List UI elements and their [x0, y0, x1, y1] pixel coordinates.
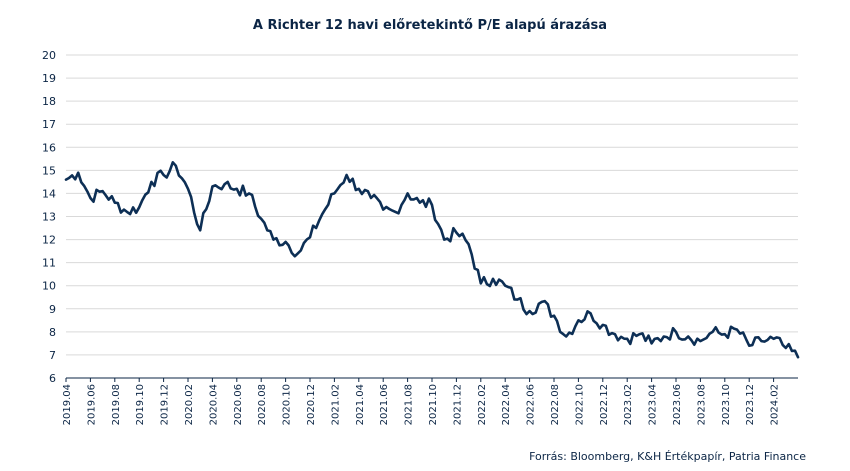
x-tick-label: 2021.02	[330, 384, 341, 425]
x-tick-label: 2019.04	[62, 384, 73, 425]
x-tick-label: 2022.10	[574, 384, 585, 425]
x-tick-label: 2023.10	[721, 384, 732, 425]
gridlines	[66, 54, 798, 356]
x-tick-label: 2020.02	[184, 384, 195, 425]
x-tick-label: 2021.04	[355, 384, 366, 425]
x-tick-label: 2021.06	[379, 384, 390, 425]
x-tick-label: 2020.06	[233, 384, 244, 425]
y-tick-label: 12	[42, 234, 56, 247]
x-tick-label: 2023.06	[672, 384, 683, 425]
source-note: Forrás: Bloomberg, K&H Értékpapír, Patri…	[529, 450, 806, 463]
x-tick-label: 2022.08	[550, 384, 561, 425]
x-tick-label: 2024.02	[770, 384, 781, 425]
y-tick-label: 19	[42, 72, 56, 85]
y-tick-label: 9	[49, 303, 56, 316]
y-tick-label: 18	[42, 95, 56, 108]
y-tick-label: 6	[49, 372, 56, 385]
y-tick-label: 13	[42, 211, 56, 224]
x-tick-label: 2023.08	[696, 384, 707, 425]
x-tick-label: 2019.12	[160, 384, 171, 425]
series-line	[64, 161, 800, 359]
x-tick-label: 2020.10	[282, 384, 293, 425]
y-tick-label: 15	[42, 164, 56, 177]
y-tick-label: 10	[42, 280, 56, 293]
x-tick-label: 2021.08	[404, 384, 415, 425]
y-tick-label: 14	[42, 187, 56, 200]
x-tick-label: 2020.04	[208, 384, 219, 425]
x-tick-label: 2023.02	[623, 384, 634, 425]
y-tick-label: 16	[42, 141, 56, 154]
x-tick-label: 2019.06	[86, 384, 97, 425]
x-tick-label: 2020.12	[306, 384, 317, 425]
y-axis: 6 7 8 9 10 11 12 13 14 15 16 17 18 19 20	[42, 49, 798, 385]
y-tick-label: 11	[42, 257, 56, 270]
x-tick-label: 2023.04	[648, 384, 659, 425]
x-tick-label: 2022.06	[526, 384, 537, 425]
plot-area	[64, 161, 800, 359]
x-tick-label: 2022.04	[501, 384, 512, 425]
y-tick-label: 7	[49, 349, 56, 362]
y-tick-label: 20	[42, 49, 56, 62]
x-tick-label: 2020.08	[257, 384, 268, 425]
x-axis: 2019.04 2019.06 2019.08 2019.10 2019.12 2020.…	[62, 378, 781, 425]
chart-title: A Richter 12 havi előretekintő P/E alapú…	[252, 18, 608, 33]
x-tick-label: 2019.10	[135, 384, 146, 425]
x-tick-label: 2019.08	[111, 384, 122, 425]
x-tick-label: 2022.02	[477, 384, 488, 425]
x-tick-label: 2021.10	[428, 384, 439, 425]
x-tick-label: 2023.12	[745, 384, 756, 425]
x-tick-label: 2022.12	[599, 384, 610, 425]
y-tick-label: 8	[49, 326, 56, 339]
y-tick-label: 17	[42, 118, 56, 131]
x-tick-label: 2021.12	[452, 384, 463, 425]
